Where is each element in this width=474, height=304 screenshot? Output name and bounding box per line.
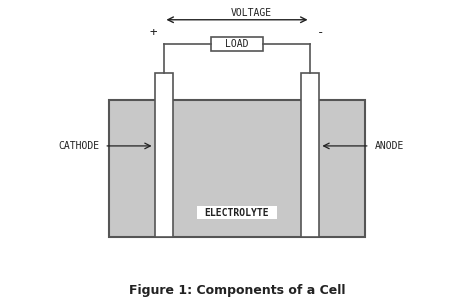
Text: +: + [149, 26, 157, 39]
Bar [155, 73, 173, 237]
Bar [301, 73, 319, 237]
Text: Figure 1: Components of a Cell: Figure 1: Components of a Cell [129, 284, 345, 297]
Text: CATHODE: CATHODE [58, 141, 100, 151]
Text: ANODE: ANODE [374, 141, 404, 151]
Text: ELECTROLYTE: ELECTROLYTE [205, 208, 269, 218]
Text: LOAD: LOAD [225, 39, 249, 49]
Bar [109, 100, 365, 237]
Bar [211, 37, 263, 51]
Text: VOLTAGE: VOLTAGE [231, 8, 272, 18]
Text: -: - [317, 26, 325, 39]
FancyBboxPatch shape [197, 206, 277, 219]
